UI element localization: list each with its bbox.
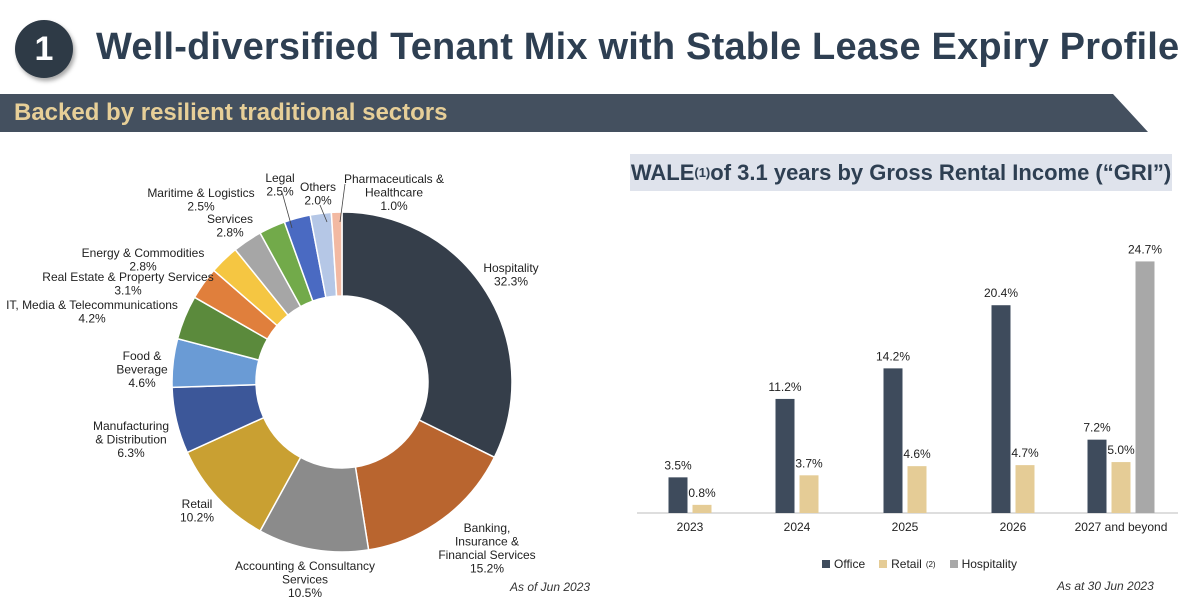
tenant-mix-donut-chart: Hospitality 32.3% Banking, Insurance & Finan…: [6, 171, 539, 600]
bar-data-label: 4.7%: [1011, 446, 1039, 460]
bar-office: [883, 368, 903, 513]
donut-slice-label: Food & Beverage 4.6%: [116, 349, 168, 390]
bar-data-label: 3.7%: [795, 456, 823, 470]
bar-hospitality: [1135, 261, 1155, 513]
wale-heading: WALE (1) of 3.1 years by Gross Rental Inc…: [630, 154, 1172, 191]
legend-swatch-retail: [879, 560, 888, 568]
banner-subtitle: Backed by resilient traditional sectors: [14, 99, 448, 126]
legend-label-retail: Retail: [891, 557, 922, 571]
donut-slice-label: Legal 2.5%: [265, 171, 294, 199]
bar-data-label: 0.8%: [688, 486, 716, 500]
x-tick-label: 2027 and beyond: [1075, 520, 1168, 534]
bar-data-label: 3.5%: [664, 458, 692, 472]
donut-leader-line: [319, 204, 328, 223]
bar-retail: [692, 504, 712, 513]
wale-heading-prefix: WALE: [630, 159, 695, 185]
bar-office: [775, 398, 795, 513]
donut-slice-label: Others 2.0%: [300, 180, 336, 208]
donut-slice-label: Energy & Commodities 2.8%: [82, 246, 205, 274]
x-tick-label: 2024: [784, 520, 811, 534]
legend-swatch-office: [822, 560, 830, 568]
donut-leader-line: [281, 191, 293, 229]
x-tick-label: 2023: [677, 520, 704, 534]
donut-slice: [330, 211, 343, 297]
bar-data-label: 5.0%: [1107, 443, 1135, 457]
x-tick-label: 2025: [892, 520, 919, 534]
donut-leader-line: [339, 183, 346, 223]
donut-slice: [341, 211, 513, 459]
donut-slice-label: Manufacturing & Distribution 6.3%: [93, 419, 169, 460]
donut-slice-label: Real Estate & Property Services 3.1%: [42, 270, 213, 298]
legend-label-hospitality: Hospitality: [961, 557, 1017, 571]
bar-retail: [1111, 462, 1131, 513]
bar-retail: [1015, 465, 1035, 513]
bar-data-label: 7.2%: [1083, 421, 1111, 435]
legend-item-hospitality: Hospitality: [949, 557, 1017, 571]
bar-data-label: 14.2%: [876, 349, 910, 363]
legend-swatch-hospitality: [949, 560, 958, 568]
donut-slice-label: IT, Media & Telecommunications 4.2%: [6, 298, 178, 326]
bar-data-label: 11.2%: [768, 380, 801, 394]
x-tick-label: 2026: [1000, 520, 1027, 534]
donut-slice-label: Services 2.8%: [207, 212, 253, 240]
donut-slice-label: Hospitality 32.3%: [483, 261, 538, 289]
legend-label-office: Office: [834, 557, 866, 571]
bar-office: [668, 477, 688, 513]
legend-item-retail: Retail (2): [879, 557, 936, 571]
lease-expiry-bar-chart: 3.5% 0.8% 2023 11.2% 3.7% 2024 14.2% 4.6% 2025 20…: [637, 242, 1178, 534]
legend-retail-footnote: (2): [925, 559, 936, 569]
bar-retail: [799, 475, 819, 513]
donut-slice-label: Accounting & Consultancy Services 10.5%: [235, 559, 375, 600]
section-banner: [0, 94, 1148, 132]
bar-data-label: 24.7%: [1128, 242, 1162, 256]
bar-retail: [907, 466, 927, 513]
section-number-badge: 1: [15, 20, 73, 78]
page-title: Well-diversified Tenant Mix with Stable …: [96, 26, 1180, 68]
donut-slice-label: Retail 10.2%: [180, 497, 214, 525]
donut-date-note: As of Jun 2023: [510, 580, 591, 594]
wale-heading-suffix: of 3.1 years by Gross Rental Income (“GR…: [710, 159, 1172, 185]
bar-data-label: 20.4%: [984, 286, 1018, 300]
donut-slice-label: Banking, Insurance & Financial Services 15.…: [438, 521, 535, 576]
donut-slice-label: Pharmaceuticals & Healthcare 1.0%: [344, 172, 444, 213]
wale-heading-footnote: (1): [694, 165, 711, 180]
bar-data-label: 4.6%: [903, 447, 931, 461]
bar-chart-legend: Office Retail (2) Hospitality: [822, 557, 1017, 571]
legend-item-office: Office: [822, 557, 865, 571]
bar-office: [991, 305, 1011, 513]
bar-office: [1087, 439, 1107, 513]
bar-date-note: As at 30 Jun 2023: [1057, 579, 1154, 593]
donut-slice-label: Maritime & Logistics 2.5%: [147, 186, 254, 214]
